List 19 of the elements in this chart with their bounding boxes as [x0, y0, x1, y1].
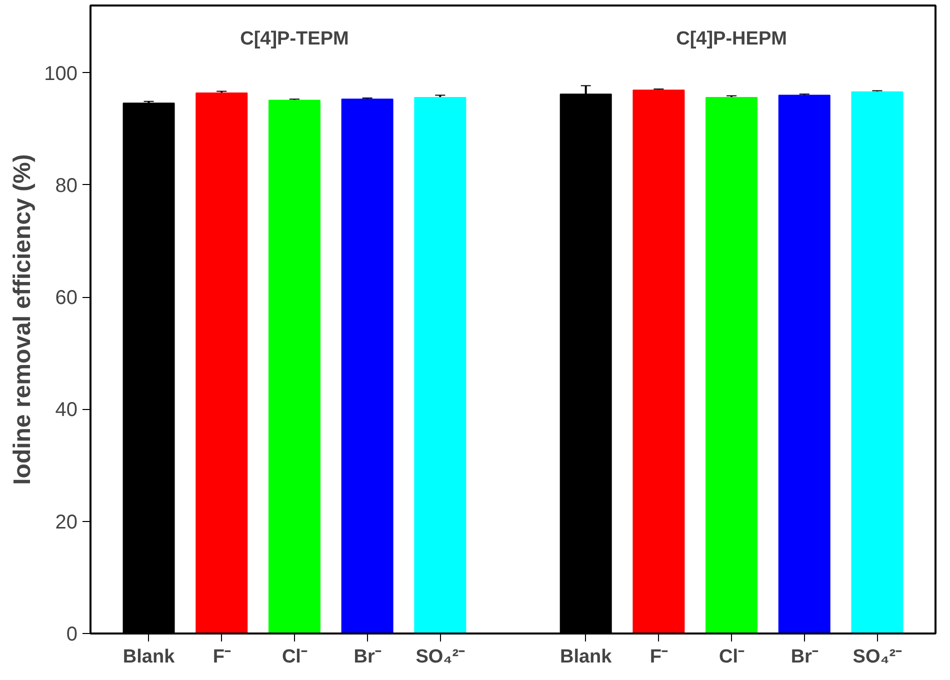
x-tick-label: Br⁻	[354, 646, 382, 668]
x-tick-label: Br⁻	[790, 646, 819, 668]
x-tick-label: Blank	[560, 646, 612, 668]
y-tick-label: 0	[66, 624, 78, 646]
x-tick-label: F⁻	[212, 646, 232, 668]
x-tick-label: SO₄²⁻	[416, 646, 466, 668]
y-tick-label: 40	[55, 399, 78, 422]
x-tick-label: Blank	[122, 646, 176, 668]
y-tick-label: 100	[44, 62, 78, 85]
x-tick-label: Cl⁻	[282, 646, 308, 668]
y-tick-label: 20	[55, 511, 78, 534]
x-tick-label: Cl⁻	[719, 646, 746, 668]
annotation: C[4]P-HEPM	[676, 28, 787, 50]
x-tick-label: SO₄²⁻	[852, 646, 903, 668]
y-tick-label: 80	[55, 174, 78, 197]
y-axis-title: Iodine removal efficiency (%)	[9, 154, 36, 485]
x-tick-label: F⁻	[650, 646, 668, 668]
y-tick-label: 60	[55, 287, 78, 310]
annotation: C[4]P-TEPM	[240, 28, 349, 50]
